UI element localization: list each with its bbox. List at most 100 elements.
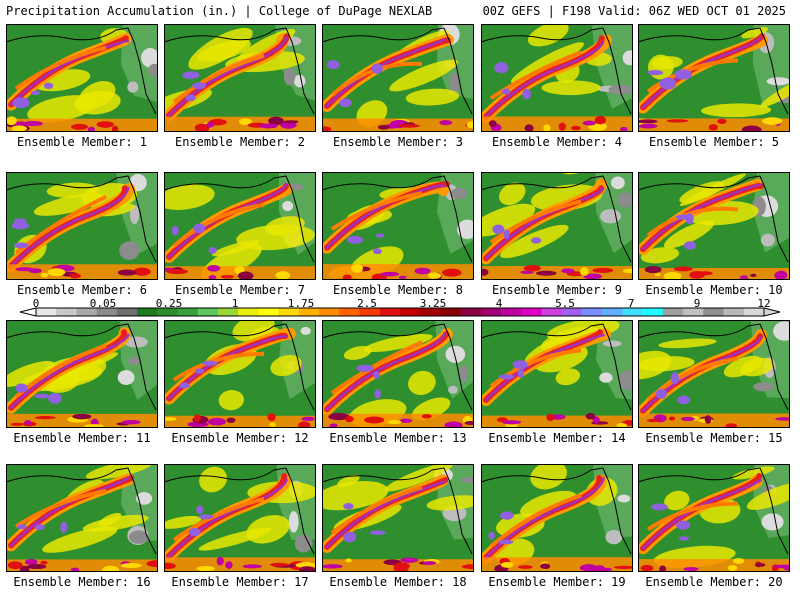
panel-label: Ensemble Member: 7 [174,283,306,297]
colorbar-swatch [541,308,563,316]
panel-label: Ensemble Member: 12 [171,431,309,445]
colorbar-swatch [642,308,664,316]
precip-map [322,320,474,428]
ensemble-panel-18: Ensemble Member: 18 [322,464,474,589]
precip-map [6,320,158,428]
colorbar-swatch [319,308,340,316]
precip-map [164,24,316,132]
ensemble-panel-20: Ensemble Member: 20 [638,464,790,589]
colorbar [19,307,781,317]
colorbar-tick-label: 0 [32,297,40,310]
panel-label: Ensemble Member: 2 [174,135,306,149]
precip-map [481,24,633,132]
colorbar-swatch [662,308,684,316]
colorbar-swatch [359,308,381,316]
colorbar-swatch [96,308,118,316]
colorbar-tick-label: 7 [627,297,635,310]
colorbar-swatch [36,308,57,316]
precip-map [638,320,790,428]
ensemble-panel-10: Ensemble Member: 10 [638,172,790,297]
ensemble-panel-1: Ensemble Member: 1 [6,24,158,149]
ensemble-panel-19: Ensemble Member: 19 [481,464,633,589]
precip-map [638,464,790,572]
colorbar-tick-label: 0.05 [89,297,117,310]
panel-label: Ensemble Member: 9 [491,283,623,297]
colorbar-swatch [622,308,644,316]
panel-label: Ensemble Member: 15 [645,431,783,445]
colorbar-swatch [339,308,361,316]
colorbar-tick-label: 9 [693,297,701,310]
colorbar-swatch [278,308,300,316]
colorbar-swatch [379,308,401,316]
colorbar-swatch [683,308,704,316]
ensemble-panel-5: Ensemble Member: 5 [638,24,790,149]
ensemble-panel-8: Ensemble Member: 8 [322,172,474,297]
colorbar-swatch [582,308,603,316]
panel-label: Ensemble Member: 14 [488,431,626,445]
precip-map [6,172,158,280]
colorbar-swatch [561,308,583,316]
colorbar-tick-label: 0.25 [155,297,183,310]
ensemble-panel-3: Ensemble Member: 3 [322,24,474,149]
ensemble-panel-17: Ensemble Member: 17 [164,464,316,589]
ensemble-panel-6: Ensemble Member: 6 [6,172,158,297]
precip-map [481,320,633,428]
colorbar-swatch [602,308,623,316]
colorbar-swatch [137,308,158,316]
ensemble-panel-4: Ensemble Member: 4 [481,24,633,149]
colorbar-swatch [258,308,280,316]
colorbar-swatch [157,308,179,316]
ensemble-panel-12: Ensemble Member: 12 [164,320,316,445]
colorbar-swatch [197,308,219,316]
panel-label: Ensemble Member: 6 [16,283,148,297]
precip-map [164,320,316,428]
panel-label: Ensemble Member: 11 [13,431,151,445]
panel-label: Ensemble Member: 10 [645,283,783,297]
colorbar-tick-label: 12 [757,297,771,310]
colorbar-tick-label: 3.25 [419,297,447,310]
colorbar-swatch [440,308,462,316]
ensemble-panel-2: Ensemble Member: 2 [164,24,316,149]
colorbar-swatch [460,308,482,316]
model-run-info: 00Z GEFS | F198 Valid: 06Z WED OCT 01 20… [482,4,786,18]
precip-map [638,24,790,132]
panel-label: Ensemble Member: 20 [645,575,783,589]
precip-map [481,172,633,280]
panel-label: Ensemble Member: 18 [329,575,467,589]
chart-title: Precipitation Accumulation (in.) | Colle… [6,4,433,18]
ensemble-panel-15: Ensemble Member: 15 [638,320,790,445]
colorbar-swatch [420,308,441,316]
panel-label: Ensemble Member: 8 [332,283,464,297]
panel-label: Ensemble Member: 16 [13,575,151,589]
colorbar-swatch [521,308,543,316]
colorbar-swatch [76,308,98,316]
ensemble-panel-13: Ensemble Member: 13 [322,320,474,445]
colorbar-swatch [480,308,502,316]
panel-label: Ensemble Member: 5 [648,135,780,149]
panel-label: Ensemble Member: 19 [488,575,626,589]
colorbar-swatch [56,308,77,316]
panel-label: Ensemble Member: 1 [16,135,148,149]
ensemble-panel-7: Ensemble Member: 7 [164,172,316,297]
colorbar-swatch [177,308,199,316]
precip-map [322,24,474,132]
panel-label: Ensemble Member: 13 [329,431,467,445]
colorbar-tick-label: 2.5 [357,297,377,310]
colorbar-swatch [218,308,239,316]
precip-map [164,172,316,280]
colorbar-tick-label: 4 [495,297,503,310]
panel-label: Ensemble Member: 4 [491,135,623,149]
colorbar-tick-label: 1.75 [287,297,315,310]
colorbar-swatch [723,308,745,316]
colorbar-tick-label: 1 [231,297,239,310]
colorbar-swatch [116,308,138,316]
precip-map [322,464,474,572]
ensemble-panel-14: Ensemble Member: 14 [481,320,633,445]
precip-map [164,464,316,572]
colorbar-swatch [298,308,320,316]
ensemble-panel-16: Ensemble Member: 16 [6,464,158,589]
panel-label: Ensemble Member: 17 [171,575,309,589]
precip-map [322,172,474,280]
colorbar-swatch [703,308,725,316]
colorbar-swatch [400,308,421,316]
